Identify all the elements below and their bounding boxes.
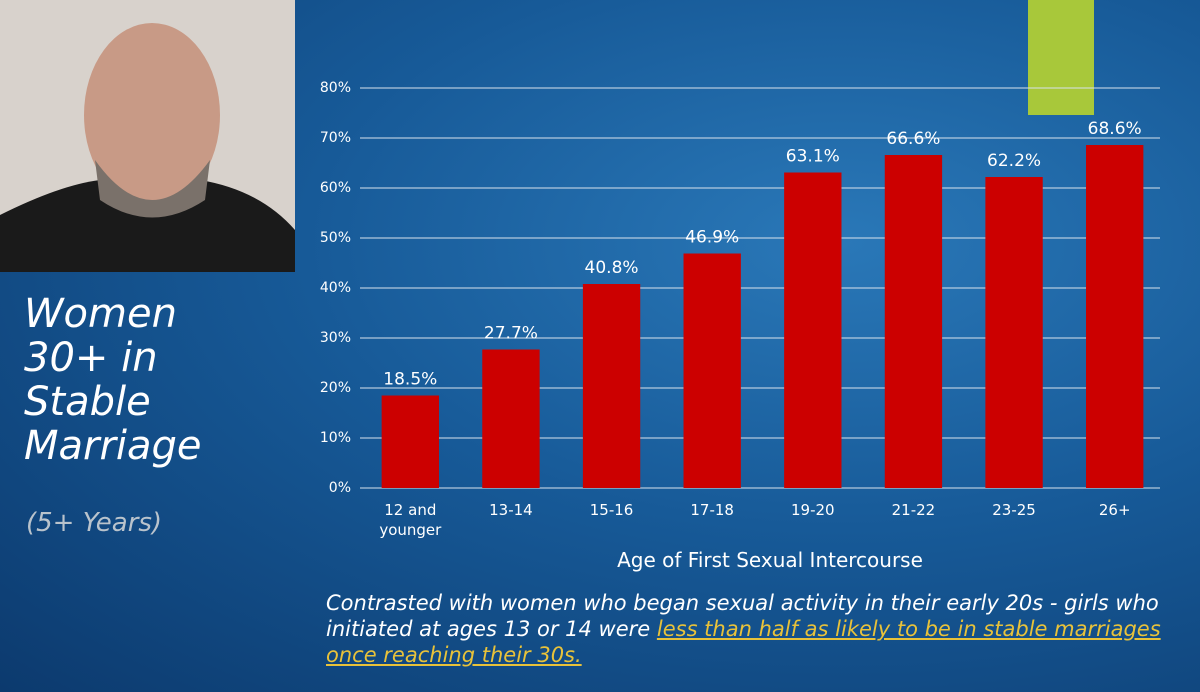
bar [582,284,641,488]
x-tick-label: 13-14 [489,501,533,519]
value-label: 46.9% [685,228,739,248]
side-title: Women 30+ in Stable Marriage [24,291,202,469]
x-axis-title: Age of First Sexual Intercourse [617,548,923,572]
presenter-video [0,0,295,272]
caption-text: Contrasted with women who began sexual a… [326,591,1159,641]
value-label: 18.5% [383,370,437,390]
y-tick-label: 10% [320,430,351,446]
value-label: 62.2% [987,151,1041,171]
caption-highlight: less than half as likely to be in stable… [326,617,1161,667]
x-tick-label: 15-16 [589,501,634,519]
y-tick-label: 70% [320,130,351,146]
y-tick-label: 80% [320,80,351,96]
value-label: 63.1% [786,147,840,167]
y-tick-label: 50% [320,230,351,246]
value-label: 27.7% [484,324,538,344]
bar [482,349,540,488]
value-label: 68.6% [1088,119,1142,139]
bar [1086,145,1144,488]
caption: Contrasted with women who began sexual a… [326,590,1186,668]
bar [985,177,1043,488]
y-tick-label: 60% [320,180,351,196]
y-tick-label: 40% [320,280,351,296]
bar [784,172,842,488]
x-tick-label: 19-20 [791,501,835,519]
x-tick-label: 26+ [1098,501,1131,519]
side-subtitle: (5+ Years) [26,508,163,538]
x-tick-label: 21-22 [891,501,936,519]
y-tick-label: 0% [329,480,351,496]
y-tick-label: 20% [320,380,351,396]
bar [381,395,439,488]
value-label: 40.8% [585,258,639,278]
x-tick-label: 17-18 [690,501,734,519]
value-label: 66.6% [886,129,940,149]
x-tick-label: 23-25 [992,501,1036,519]
bar [683,253,741,488]
decoration [1028,0,1094,115]
bar [884,155,943,488]
y-tick-label: 30% [320,330,351,346]
x-tick-label: 12 and younger [379,501,442,539]
